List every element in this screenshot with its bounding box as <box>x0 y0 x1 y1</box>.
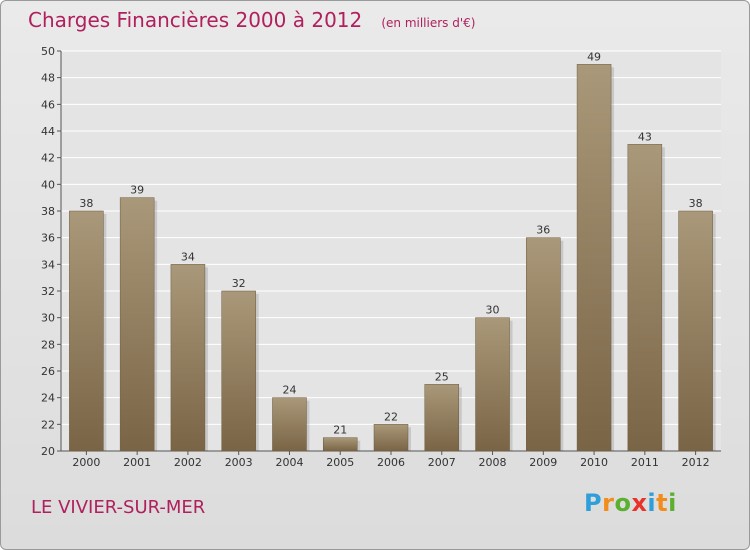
x-tick-label: 2012 <box>682 456 710 469</box>
proxiti-logo: Proxiti <box>584 489 677 517</box>
commune-name: LE VIVIER-SUR-MER <box>31 497 206 518</box>
data-label: 22 <box>384 410 398 423</box>
chart-title: Charges Financières 2000 à 2012 <box>28 8 363 32</box>
bar-2006 <box>373 424 409 452</box>
x-tick-label: 2005 <box>326 456 354 469</box>
x-tick-label: 2009 <box>529 456 557 469</box>
y-tick-label: 50 <box>41 45 55 58</box>
x-tick-label: 2008 <box>479 456 507 469</box>
logo-letter: r <box>602 489 615 517</box>
y-tick-label: 40 <box>41 178 55 191</box>
bar-2003 <box>221 290 256 452</box>
chart-title-block: Charges Financières 2000 à 2012 (en mill… <box>28 8 475 32</box>
bar-2005 <box>322 437 358 452</box>
logo-letter: o <box>614 489 632 517</box>
x-tick-label: 2000 <box>72 456 100 469</box>
y-tick-label: 36 <box>41 232 55 245</box>
y-tick-label: 34 <box>41 258 55 271</box>
data-label: 39 <box>130 184 144 197</box>
y-tick-label: 44 <box>41 125 55 138</box>
y-tick-label: 26 <box>41 365 55 378</box>
x-tick-label: 2011 <box>631 456 659 469</box>
data-label: 32 <box>232 277 246 290</box>
logo-letter: t <box>656 489 669 517</box>
x-tick-label: 2007 <box>428 456 456 469</box>
data-label: 25 <box>435 370 449 383</box>
logo-letter: x <box>631 489 648 517</box>
logo-letter: i <box>647 489 657 517</box>
y-tick-label: 22 <box>41 418 55 431</box>
data-label: 21 <box>333 424 347 437</box>
bar-2007 <box>424 384 460 452</box>
chart-unit: (en milliers d'€) <box>381 16 476 30</box>
data-label: 43 <box>638 130 652 143</box>
bar-2011 <box>627 144 663 452</box>
bar-2004 <box>272 397 307 452</box>
logo-letter: P <box>584 489 603 517</box>
data-label: 24 <box>282 384 296 397</box>
y-tick-label: 28 <box>41 338 55 351</box>
y-tick-label: 48 <box>41 72 55 85</box>
bar-2012 <box>678 210 713 452</box>
data-label: 38 <box>689 197 703 210</box>
x-tick-label: 2004 <box>275 456 303 469</box>
grid-lines <box>61 50 721 452</box>
bar-2010 <box>576 64 612 452</box>
x-tick-label: 2001 <box>123 456 151 469</box>
bar-2000 <box>69 210 104 452</box>
y-tick-label: 46 <box>41 98 55 111</box>
data-labels: 38 39 34 32 24 21 22 25 30 36 49 43 38 <box>79 50 702 436</box>
data-label: 49 <box>587 50 601 63</box>
y-tick-label: 30 <box>41 312 55 325</box>
bars <box>69 64 716 452</box>
data-label: 36 <box>536 224 550 237</box>
x-tick-label: 2002 <box>174 456 202 469</box>
bar-2001 <box>119 197 155 452</box>
y-tick-label: 38 <box>41 205 55 218</box>
y-tick-label: 24 <box>41 392 55 405</box>
bar-2008 <box>475 317 510 452</box>
y-tick-label: 32 <box>41 285 55 298</box>
y-tick-label: 20 <box>41 445 55 458</box>
x-tick-label: 2006 <box>377 456 405 469</box>
x-tick-label: 2003 <box>225 456 253 469</box>
bar-2002 <box>170 264 206 452</box>
plot-area <box>61 51 721 451</box>
bar-2009 <box>526 237 561 452</box>
logo-letter: i <box>668 489 677 517</box>
x-tick-label: 2010 <box>580 456 608 469</box>
data-label: 30 <box>486 304 500 317</box>
y-tick-label: 42 <box>41 152 55 165</box>
data-label: 34 <box>181 250 195 263</box>
data-label: 38 <box>79 197 93 210</box>
